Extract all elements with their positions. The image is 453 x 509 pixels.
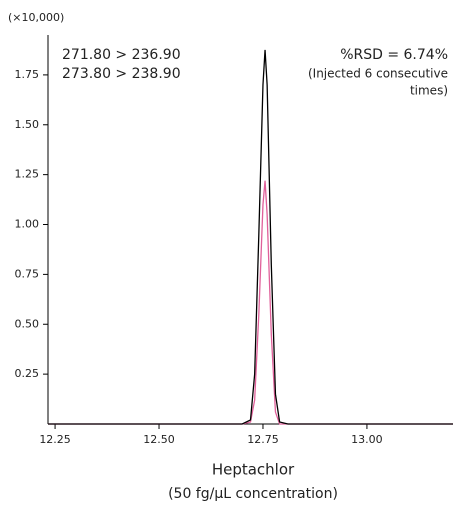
x-tick-label: 12.50 <box>143 433 175 446</box>
y-tick-label: 1.00 <box>15 218 40 231</box>
chart-title: Heptachlor <box>212 461 295 479</box>
chart-subtitle: (50 fg/µL concentration) <box>168 486 338 502</box>
x-tick-label: 12.75 <box>247 433 279 446</box>
annotation: times) <box>410 84 448 98</box>
series-line <box>48 180 453 425</box>
y-tick-label: 0.75 <box>15 267 40 280</box>
x-tick-label: 13.00 <box>351 433 383 446</box>
y-tick-label: 1.25 <box>15 168 40 181</box>
series-line <box>48 49 453 425</box>
annotation: %RSD = 6.74% <box>340 47 448 63</box>
y-unit-label: (×10,000) <box>8 11 64 24</box>
y-tick-label: 0.50 <box>15 317 40 330</box>
y-tick-label: 0.25 <box>15 367 40 380</box>
y-tick-label: 1.50 <box>15 118 40 131</box>
x-tick-label: 12.25 <box>39 433 71 446</box>
annotation: (Injected 6 consecutive <box>308 67 448 81</box>
y-tick-label: 1.75 <box>15 68 40 81</box>
legend-entry: 271.80 > 236.90 <box>62 47 181 63</box>
legend-entry: 273.80 > 238.90 <box>62 66 181 82</box>
